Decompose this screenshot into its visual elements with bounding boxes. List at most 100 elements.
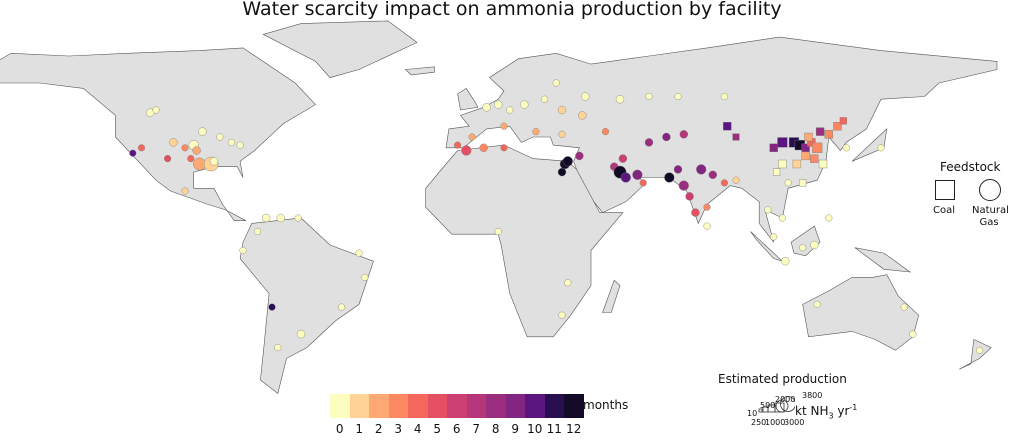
colorbar-cell xyxy=(330,394,350,418)
unit-mid: yr xyxy=(833,404,850,418)
landmass-eurasia xyxy=(445,36,998,243)
colorbar-cell xyxy=(349,394,369,418)
colorbar-unit: months xyxy=(583,398,629,412)
gas-facility-marker xyxy=(578,111,587,120)
coal-facility-marker xyxy=(778,159,787,169)
colorbar-cell xyxy=(544,394,564,418)
gas-facility-marker xyxy=(557,105,567,115)
gas-facility-marker xyxy=(500,122,508,130)
coal-facility-marker xyxy=(769,143,778,152)
natural-gas-label-line1: Natural xyxy=(972,205,1009,216)
gas-facility-marker xyxy=(562,156,573,167)
coal-facility-marker xyxy=(810,154,819,163)
landmass-south-america xyxy=(239,217,374,395)
gas-facility-marker xyxy=(703,222,711,230)
coal-facility-marker xyxy=(799,179,807,187)
colorbar-cell xyxy=(447,394,467,418)
colorbar-cell xyxy=(505,394,525,418)
colorbar-tick: 4 xyxy=(413,422,422,436)
gas-facility-marker xyxy=(187,155,195,163)
gas-facility-marker xyxy=(708,170,717,179)
gas-facility-marker xyxy=(703,203,711,211)
landmass-australia xyxy=(802,274,920,351)
gas-facility-marker xyxy=(679,130,688,139)
gas-facility-marker xyxy=(552,79,560,87)
landmass-borneo xyxy=(790,225,821,257)
gas-facility-marker xyxy=(181,144,189,152)
colorbar-tick: 11 xyxy=(546,422,562,436)
gas-facility-marker xyxy=(532,128,540,136)
gas-facility-marker xyxy=(482,103,491,112)
gas-facility-marker xyxy=(678,180,689,191)
colorbar-cell xyxy=(388,394,408,418)
gas-facility-marker xyxy=(720,92,728,101)
coal-facility-marker xyxy=(824,130,833,139)
gas-facility-marker xyxy=(494,227,502,236)
coal-facility-marker xyxy=(801,151,810,161)
gas-facility-marker xyxy=(454,141,462,149)
gas-facility-marker xyxy=(601,128,610,136)
colorbar-cell xyxy=(369,394,389,418)
gas-facility-marker xyxy=(662,132,671,142)
gas-facility-marker xyxy=(696,164,707,175)
gas-facility-marker xyxy=(632,169,643,180)
colorbar-cell xyxy=(525,394,545,418)
gas-facility-marker xyxy=(673,165,683,174)
gas-facility-marker xyxy=(506,106,514,114)
gas-facility-marker xyxy=(674,92,682,101)
gas-facility-marker xyxy=(137,144,146,152)
gas-facility-marker xyxy=(620,172,631,183)
coal-facility-marker xyxy=(777,137,788,148)
gas-facility-marker xyxy=(494,100,503,109)
coal-facility-marker xyxy=(818,159,828,169)
colorbar-tick: 12 xyxy=(566,422,582,436)
colorbar-tick: 6 xyxy=(452,422,461,436)
gas-facility-marker xyxy=(239,246,247,254)
natural-gas-circle-icon xyxy=(979,179,1001,201)
unit-sup: -1 xyxy=(849,403,858,412)
gas-facility-marker xyxy=(810,240,819,250)
gas-facility-marker xyxy=(274,344,282,352)
colorbar-cell xyxy=(466,394,486,418)
coal-facility-marker xyxy=(833,122,842,131)
gas-facility-marker xyxy=(468,133,476,141)
gas-facility-marker xyxy=(564,279,572,287)
coal-facility-marker xyxy=(839,117,847,125)
feedstock-legend-title: Feedstock xyxy=(940,160,1001,174)
gas-facility-marker xyxy=(181,187,189,195)
gas-facility-marker xyxy=(685,192,694,201)
coal-facility-marker xyxy=(792,159,802,169)
natural-gas-label: Natural Gas xyxy=(972,205,1009,229)
size-label-2000: 2000 xyxy=(775,395,796,404)
landmass-iceland xyxy=(404,66,435,76)
gas-facility-marker xyxy=(557,167,567,177)
natural-gas-label-line2: Gas xyxy=(979,217,999,228)
gas-facility-marker xyxy=(781,257,790,266)
gas-facility-marker xyxy=(558,130,566,138)
gas-facility-marker xyxy=(581,92,590,101)
gas-facility-marker xyxy=(296,329,306,339)
size-legend-shapes xyxy=(758,396,795,413)
coal-facility-marker xyxy=(732,133,740,141)
coal-facility-marker xyxy=(815,127,825,136)
gas-facility-marker xyxy=(355,249,363,257)
gas-facility-marker xyxy=(813,300,821,308)
unit-prefix: kt NH xyxy=(795,404,829,418)
colorbar-tick: 9 xyxy=(511,422,520,436)
landmass-north-america xyxy=(0,47,316,221)
gas-facility-marker xyxy=(784,179,792,187)
gas-facility-marker xyxy=(644,138,654,147)
gas-facility-marker xyxy=(618,154,628,163)
gas-facility-marker xyxy=(664,172,675,183)
colorbar-tick: 0 xyxy=(335,422,344,436)
colorbar-cell xyxy=(427,394,447,418)
size-label-250: 250 xyxy=(751,418,767,427)
colorbar-tick: 1 xyxy=(355,422,364,436)
coal-square-icon xyxy=(935,180,955,200)
gas-facility-marker xyxy=(198,127,207,136)
gas-facility-marker xyxy=(615,95,625,104)
colorbar-cell xyxy=(564,394,584,418)
coal-label: Coal xyxy=(933,205,956,216)
size-legend-title: Estimated production xyxy=(718,372,847,386)
